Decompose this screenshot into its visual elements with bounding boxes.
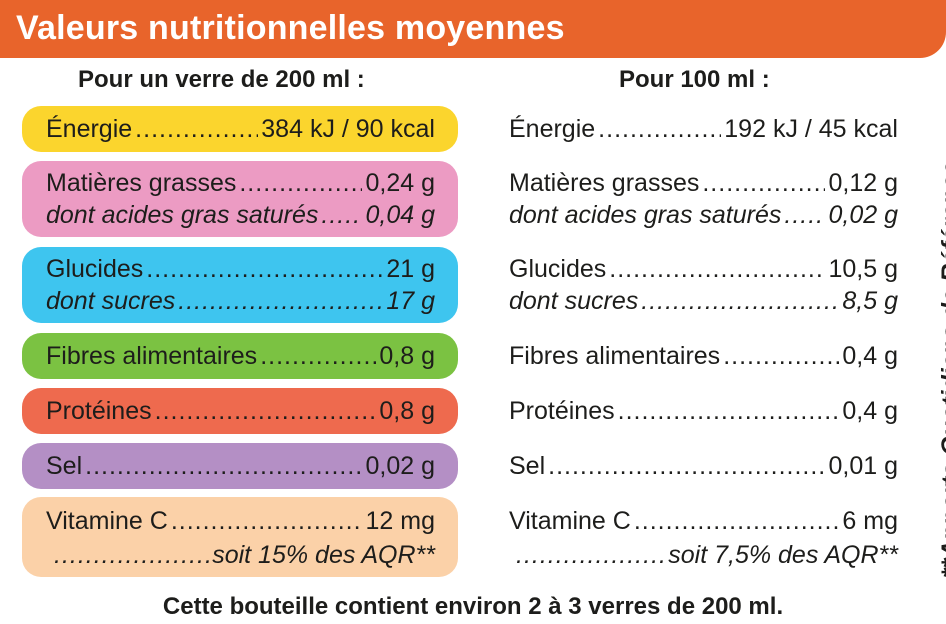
- leader-dots: [178, 286, 383, 316]
- leader-dots: [135, 114, 258, 144]
- leader-dots: [702, 168, 825, 198]
- nutrient-value: 6 mg: [842, 507, 898, 535]
- leader-dots: [260, 341, 376, 371]
- right-proteines-row: Protéines 0,4 g: [509, 396, 898, 426]
- right-glucides-row: Glucides 10,5 g: [509, 254, 898, 284]
- nutrient-label: Sel: [46, 452, 83, 480]
- nutrient-label: Énergie: [46, 115, 133, 143]
- nutrient-value: 0,4 g: [842, 342, 898, 370]
- nutrient-value: 0,24 g: [365, 169, 435, 197]
- right-sel-row: Sel 0,01 g: [509, 451, 898, 481]
- leader-dots: [548, 451, 825, 481]
- nutrient-label: Protéines: [509, 397, 615, 425]
- nutrient-label: dont acides gras saturés: [509, 201, 782, 229]
- left-sucres-row: dont sucres 17 g: [46, 286, 435, 316]
- right-satures-row: dont acides gras saturés 0,02 g: [509, 200, 898, 230]
- nutrient-value: 0,4 g: [842, 397, 898, 425]
- leader-dots: [54, 540, 209, 570]
- nutrient-label: dont sucres: [46, 287, 176, 315]
- left-aqr-row: soit 15% des AQR**: [54, 540, 435, 570]
- right-sucres-row: dont sucres 8,5 g: [509, 286, 898, 316]
- nutrient-label: Fibres alimentaires: [509, 342, 721, 370]
- nutrient-value: 0,04 g: [365, 201, 435, 229]
- left-matieres-row: Matières grasses 0,24 g: [46, 168, 435, 198]
- nutrient-label: Matières grasses: [46, 169, 237, 197]
- leader-dots: [85, 451, 362, 481]
- nutrient-value: 8,5 g: [842, 287, 898, 315]
- leader-dots: [784, 200, 825, 230]
- nutrient-label: Matières grasses: [509, 169, 700, 197]
- nutrient-label: Sel: [509, 452, 546, 480]
- right-column-heading: Pour 100 ml :: [619, 66, 770, 93]
- nutrient-label: Glucides: [509, 255, 607, 283]
- nutrient-value: 0,8 g: [379, 397, 435, 425]
- right-vitamine-row: Vitamine C 6 mg: [509, 506, 898, 536]
- nutrient-label: dont sucres: [509, 287, 639, 315]
- leader-dots: [171, 506, 363, 536]
- left-satures-row: dont acides gras saturés 0,04 g: [46, 200, 435, 230]
- left-energie-row: Énergie 384 kJ / 90 kcal: [46, 114, 435, 144]
- leader-dots: [155, 396, 377, 426]
- nutrient-value: 12 mg: [365, 507, 435, 535]
- left-sel-row: Sel 0,02 g: [46, 451, 435, 481]
- nutrient-value: 0,8 g: [379, 342, 435, 370]
- leader-dots: [618, 396, 840, 426]
- left-proteines-row: Protéines 0,8 g: [46, 396, 435, 426]
- nutrient-label: dont acides gras saturés: [46, 201, 319, 229]
- leader-dots: [641, 286, 839, 316]
- nutrient-value: 192 kJ / 45 kcal: [724, 115, 898, 143]
- left-fibres-row: Fibres alimentaires 0,8 g: [46, 341, 435, 371]
- left-glucides-row: Glucides 21 g: [46, 254, 435, 284]
- nutrient-value: soit 15% des AQR**: [212, 541, 435, 569]
- nutrient-label: Protéines: [46, 397, 152, 425]
- nutrient-value: 17 g: [386, 287, 435, 315]
- nutrient-label: Glucides: [46, 255, 144, 283]
- leader-dots: [239, 168, 362, 198]
- aqr-footnote: **Apports Quotidiens de Référence: [937, 161, 946, 578]
- right-matieres-row: Matières grasses 0,12 g: [509, 168, 898, 198]
- nutrient-value: 0,12 g: [828, 169, 898, 197]
- nutrient-label: Fibres alimentaires: [46, 342, 258, 370]
- left-column-heading: Pour un verre de 200 ml :: [78, 66, 365, 93]
- nutrient-value: 10,5 g: [828, 255, 898, 283]
- title-banner: Valeurs nutritionnelles moyennes: [0, 0, 946, 58]
- leader-dots: [634, 506, 840, 536]
- nutrient-label: Vitamine C: [509, 507, 631, 535]
- page-title: Valeurs nutritionnelles moyennes: [16, 9, 565, 47]
- nutrient-value: 21 g: [386, 255, 435, 283]
- right-fibres-row: Fibres alimentaires 0,4 g: [509, 341, 898, 371]
- footer-note: Cette bouteille contient environ 2 à 3 v…: [162, 593, 784, 620]
- left-vitamine-row: Vitamine C 12 mg: [46, 506, 435, 536]
- nutrient-value: 0,02 g: [828, 201, 898, 229]
- nutrient-label: Vitamine C: [46, 507, 168, 535]
- leader-dots: [321, 200, 362, 230]
- nutrient-value: 0,01 g: [828, 452, 898, 480]
- leader-dots: [723, 341, 839, 371]
- leader-dots: [609, 254, 825, 284]
- leader-dots: [598, 114, 721, 144]
- nutrient-value: soit 7,5% des AQR**: [668, 541, 898, 569]
- nutrient-label: Énergie: [509, 115, 596, 143]
- right-energie-row: Énergie 192 kJ / 45 kcal: [509, 114, 898, 144]
- nutrient-value: 384 kJ / 90 kcal: [261, 115, 435, 143]
- leader-dots: [146, 254, 383, 284]
- right-aqr-row: soit 7,5% des AQR**: [516, 540, 898, 570]
- nutrient-value: 0,02 g: [365, 452, 435, 480]
- leader-dots: [516, 540, 665, 570]
- fibres-pill: [22, 333, 458, 379]
